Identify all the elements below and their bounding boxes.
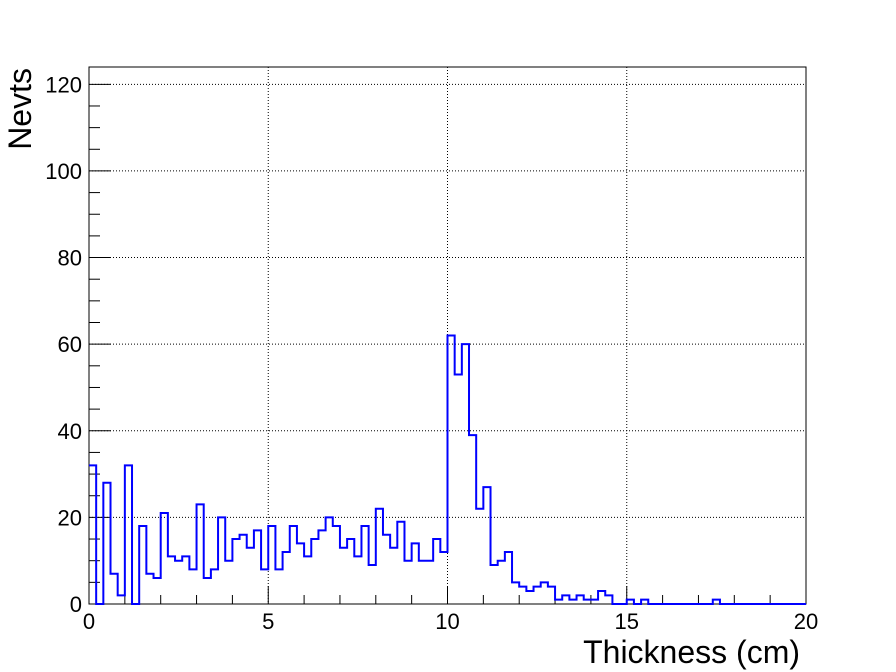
histogram-line: [89, 334, 806, 605]
x-tick-label: 15: [615, 609, 639, 634]
x-axis-title: Thickness (cm): [583, 634, 800, 670]
y-tick-label: 120: [45, 72, 82, 97]
y-tick-label: 20: [58, 505, 82, 530]
y-tick-label: 80: [58, 246, 82, 271]
y-axis-title: Nevts: [2, 68, 38, 150]
y-tick-label: 0: [70, 592, 82, 617]
y-tick-label: 100: [45, 159, 82, 184]
x-tick-labels: 0 5 10 15 20: [83, 609, 818, 634]
x-tick-label: 0: [83, 609, 95, 634]
y-tick-label: 60: [58, 332, 82, 357]
y-tick-label: 40: [58, 419, 82, 444]
histogram-series: [89, 334, 806, 605]
x-tick-label: 5: [262, 609, 274, 634]
x-tick-label: 20: [794, 609, 818, 634]
y-tick-labels: 0 20 40 60 80 100 120: [45, 72, 82, 617]
x-tick-label: 10: [435, 609, 459, 634]
